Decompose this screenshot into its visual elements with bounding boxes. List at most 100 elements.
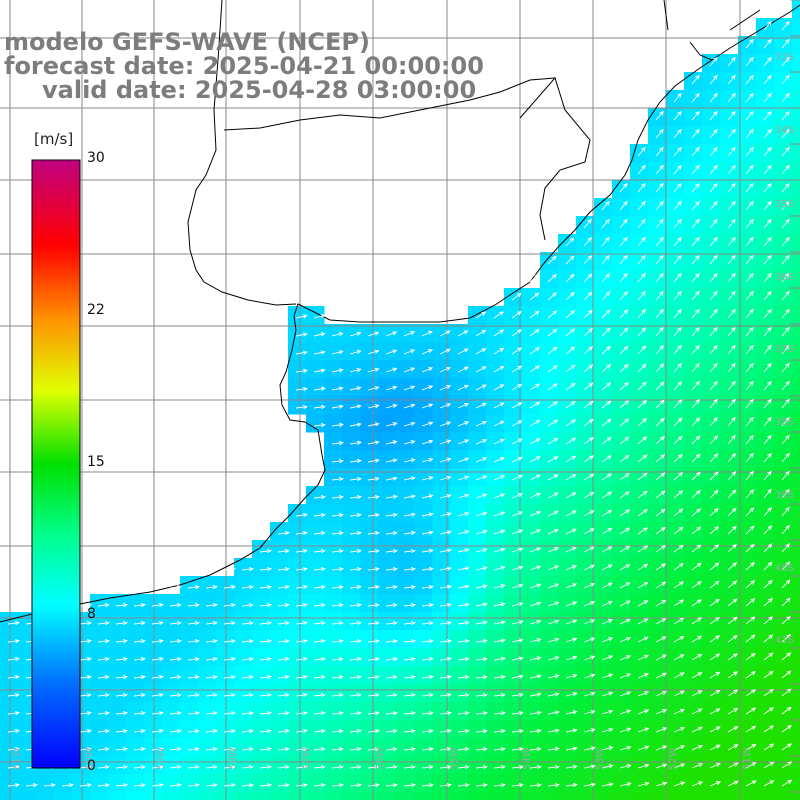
wind-arrow — [349, 530, 362, 536]
wind-cell — [468, 360, 487, 379]
wind-arrow — [655, 508, 666, 517]
wind-arrow — [331, 566, 344, 572]
wind-arrow — [745, 254, 754, 265]
wind-cell — [720, 486, 739, 505]
wind-arrow — [187, 746, 200, 752]
wind-cell — [126, 594, 145, 613]
wind-cell — [522, 324, 541, 343]
wind-cell — [342, 792, 361, 800]
wind-arrow — [781, 344, 790, 355]
wind-cell — [756, 396, 775, 415]
wind-arrow — [529, 456, 541, 463]
wind-arrow — [349, 782, 362, 788]
wind-cell — [648, 144, 667, 163]
wind-arrow — [727, 416, 736, 427]
wind-arrow — [601, 236, 610, 247]
wind-cell — [756, 450, 775, 469]
wind-cell — [216, 594, 235, 613]
wind-arrow — [637, 381, 647, 391]
wind-arrow — [709, 435, 719, 445]
wind-arrow — [565, 255, 575, 265]
wind-arrow — [637, 745, 650, 751]
lon-label: 52W — [668, 747, 679, 770]
wind-arrow — [277, 728, 290, 734]
wind-cell — [324, 342, 343, 361]
wind-cell — [684, 558, 703, 577]
wind-cell — [180, 774, 199, 793]
wind-cell — [360, 504, 379, 523]
wind-arrow — [583, 400, 594, 409]
wind-arrow — [655, 308, 664, 319]
wind-arrow — [187, 584, 200, 590]
wind-cell — [756, 648, 775, 667]
wind-cell — [360, 738, 379, 757]
wind-arrow — [439, 366, 452, 373]
wind-cell — [522, 738, 541, 757]
wind-arrow — [601, 364, 612, 373]
wind-cell — [504, 396, 523, 415]
wind-arrows — [7, 20, 793, 788]
wind-cell — [342, 540, 361, 559]
wind-arrow — [439, 728, 452, 734]
wind-arrow — [673, 635, 685, 643]
wind-cell — [342, 630, 361, 649]
wind-cell — [756, 306, 775, 325]
wind-cell — [450, 684, 469, 703]
wind-cell — [270, 576, 289, 595]
wind-arrow — [457, 548, 470, 553]
wind-cell — [342, 522, 361, 541]
wind-cell — [666, 630, 685, 649]
wind-cell — [432, 360, 451, 379]
wind-arrow — [781, 164, 790, 175]
wind-cell — [576, 324, 595, 343]
wind-arrow — [187, 638, 200, 644]
wind-arrow — [421, 656, 434, 662]
wind-arrow — [493, 728, 506, 734]
wind-arrow — [691, 508, 702, 517]
wind-cell — [522, 792, 541, 800]
wind-arrow — [763, 218, 772, 229]
wind-cell — [666, 702, 685, 721]
wind-arrow — [529, 728, 542, 734]
wind-arrow — [7, 638, 20, 644]
wind-arrow — [763, 670, 774, 679]
wind-arrow — [619, 545, 631, 553]
wind-arrow — [547, 510, 559, 517]
wind-cell — [450, 360, 469, 379]
wind-cell — [504, 450, 523, 469]
wind-arrow — [529, 347, 540, 355]
wind-cell — [288, 756, 307, 775]
wind-cell — [684, 756, 703, 775]
wind-cell — [36, 792, 55, 800]
wind-arrow — [727, 74, 736, 85]
wind-cell — [468, 324, 487, 343]
wind-cell — [576, 558, 595, 577]
wind-cell — [792, 90, 800, 109]
wind-cell — [504, 414, 523, 433]
wind-cell — [396, 450, 415, 469]
wind-cell — [702, 702, 721, 721]
wind-arrow — [511, 547, 524, 553]
wind-cell — [216, 756, 235, 775]
wind-cell — [486, 378, 505, 397]
wind-arrow — [457, 566, 470, 571]
wind-cell — [144, 630, 163, 649]
wind-cell — [738, 162, 757, 181]
wind-arrow — [439, 710, 452, 716]
wind-cell — [558, 720, 577, 739]
wind-arrow — [421, 620, 434, 626]
wind-arrow — [565, 310, 576, 319]
wind-cell — [306, 576, 325, 595]
wind-arrow — [349, 602, 362, 608]
wind-arrow — [673, 727, 686, 733]
lat-label: 38S — [775, 417, 794, 428]
wind-cell — [666, 576, 685, 595]
wind-cell — [774, 738, 793, 757]
wind-cell — [792, 684, 800, 703]
wind-cell — [504, 576, 523, 595]
wind-cell — [144, 594, 163, 613]
wind-arrow — [655, 672, 667, 679]
wind-cell — [720, 270, 739, 289]
wind-arrow — [745, 634, 756, 643]
wind-arrow — [493, 402, 505, 409]
